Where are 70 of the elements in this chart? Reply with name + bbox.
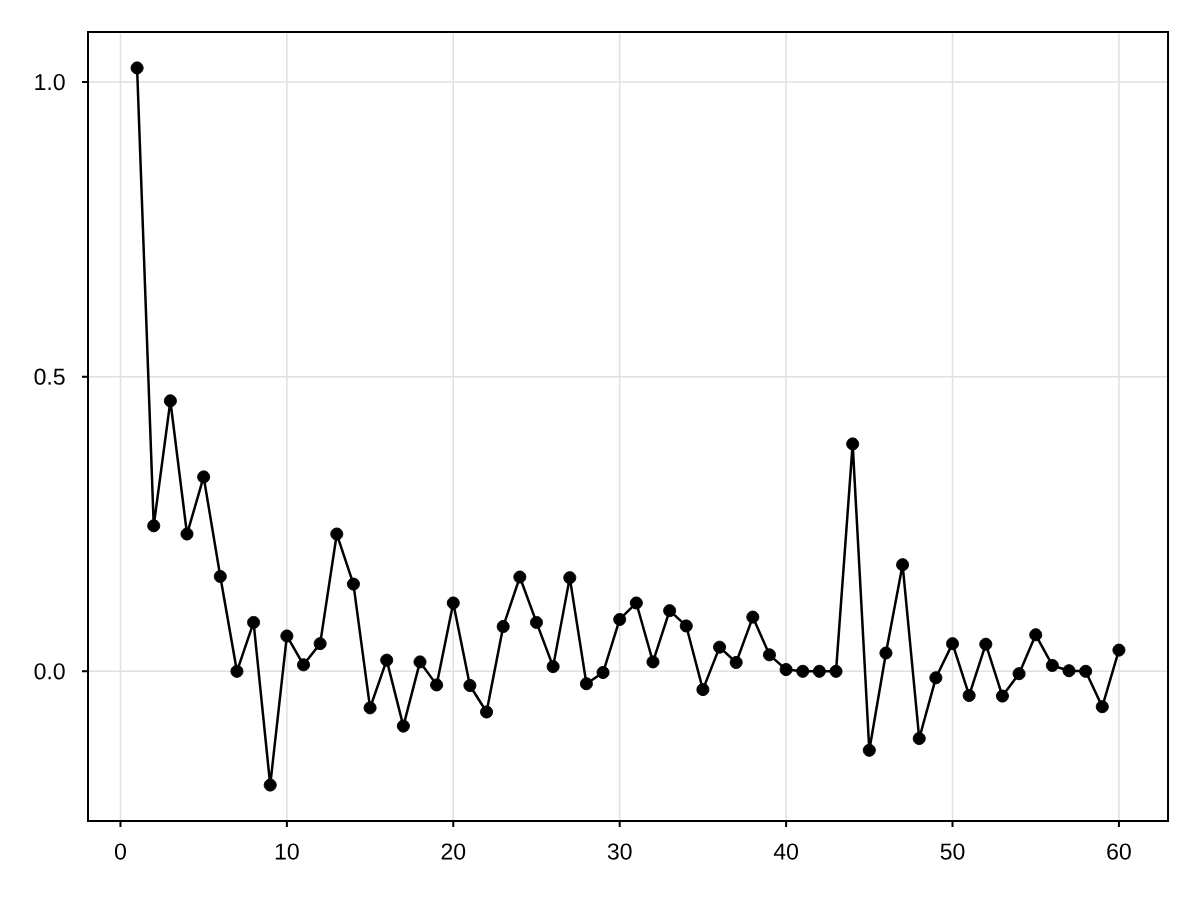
x-tick-label: 10 (275, 843, 299, 860)
point (513, 570, 527, 584)
point (396, 719, 410, 733)
point (979, 637, 993, 651)
x-tick-label: 0 (114, 843, 126, 860)
point (130, 61, 144, 75)
y-tick-label: 1.0 (35, 73, 65, 91)
point (646, 655, 660, 669)
point (563, 571, 577, 585)
point (413, 655, 427, 669)
point (779, 663, 793, 677)
point (862, 743, 876, 757)
point (546, 660, 560, 674)
point (1012, 667, 1026, 681)
point (762, 648, 776, 662)
point (613, 612, 627, 626)
point (1112, 643, 1126, 657)
point (995, 689, 1009, 703)
x-tick-label: 60 (1107, 843, 1131, 860)
point (713, 640, 727, 654)
x-tick-label: 30 (607, 843, 632, 860)
point (430, 678, 444, 692)
point (147, 519, 161, 533)
point (1095, 700, 1109, 714)
x-tick-label: 50 (940, 843, 965, 860)
point (496, 620, 510, 634)
point (230, 664, 244, 678)
point (663, 604, 677, 618)
point (529, 615, 543, 629)
point (263, 778, 277, 792)
point (463, 678, 477, 692)
point (879, 646, 893, 660)
point (962, 688, 976, 702)
point (213, 569, 227, 583)
point (446, 596, 460, 610)
point (297, 658, 311, 672)
point (280, 629, 294, 643)
point (1045, 658, 1059, 672)
y-tick-label: 0.0 (34, 663, 65, 680)
point (1029, 628, 1043, 642)
point (380, 653, 394, 667)
point (746, 610, 760, 624)
point (912, 732, 926, 745)
point (596, 666, 610, 680)
point (629, 596, 643, 610)
y-tick-label: 0.5 (34, 368, 65, 385)
point (696, 683, 710, 697)
point (180, 527, 194, 541)
point (330, 527, 344, 541)
point (929, 671, 943, 685)
point (346, 577, 360, 591)
point (363, 701, 377, 715)
point (812, 664, 826, 678)
point (313, 637, 327, 651)
x-tick-label: 20 (441, 843, 466, 860)
point (163, 394, 177, 408)
point (846, 437, 860, 451)
point (247, 615, 261, 629)
point (197, 470, 211, 484)
point (796, 664, 810, 678)
point (579, 677, 593, 691)
point (729, 655, 743, 669)
point (679, 619, 693, 633)
point (480, 705, 494, 719)
point (1062, 664, 1076, 678)
point (1079, 664, 1093, 678)
point (946, 637, 960, 651)
point (829, 664, 843, 678)
x-tick-label: 40 (773, 843, 798, 860)
point (896, 558, 910, 572)
